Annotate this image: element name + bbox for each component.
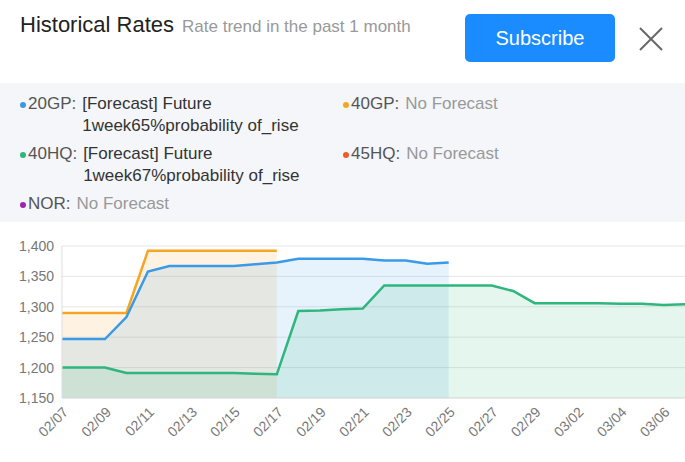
- svg-text:1,300: 1,300: [19, 299, 54, 315]
- svg-text:02/25: 02/25: [422, 404, 458, 440]
- svg-text:03/06: 03/06: [637, 404, 673, 440]
- svg-text:02/17: 02/17: [250, 404, 286, 440]
- html-text:Subscribe: Subscribe: [495, 26, 585, 49]
- svg-text:02/15: 02/15: [207, 404, 243, 440]
- svg-text:02/29: 02/29: [508, 404, 544, 440]
- html-text:NOR: No Forecast: NOR: No Forecast: [28, 194, 170, 213]
- svg-text:1,350: 1,350: [19, 268, 54, 284]
- svg-text:02/19: 02/19: [293, 404, 329, 440]
- svg-text:02/11: 02/11: [122, 404, 158, 440]
- html-text:40HQ: [Forecast] Future 1week6: 40HQ: [Forecast] Future 1week67%probabil…: [28, 144, 300, 185]
- svg-text:1,150: 1,150: [19, 390, 54, 406]
- svg-text:03/02: 03/02: [551, 404, 587, 440]
- svg-text:03/04: 03/04: [594, 404, 630, 440]
- svg-text:1,200: 1,200: [19, 360, 54, 376]
- html-text:Historical Rates Rate trend in: Historical Rates Rate trend in the past …: [20, 12, 411, 37]
- svg-text:02/13: 02/13: [164, 404, 200, 440]
- svg-text:02/21: 02/21: [336, 404, 372, 440]
- svg-text:02/27: 02/27: [465, 404, 501, 440]
- svg-text:1,250: 1,250: [19, 329, 54, 345]
- html-text:40GP: No Forecast: 40GP: No Forecast: [351, 94, 498, 113]
- svg-text:1,400: 1,400: [19, 238, 54, 254]
- html-text:45HQ: No Forecast: 45HQ: No Forecast: [351, 144, 499, 163]
- html-text:20GP: [Forecast] Future 1week6: 20GP: [Forecast] Future 1week65%probabil…: [28, 94, 299, 135]
- svg-text:02/07: 02/07: [35, 404, 71, 440]
- svg-text:02/09: 02/09: [78, 404, 114, 440]
- svg-text:02/23: 02/23: [379, 404, 415, 440]
